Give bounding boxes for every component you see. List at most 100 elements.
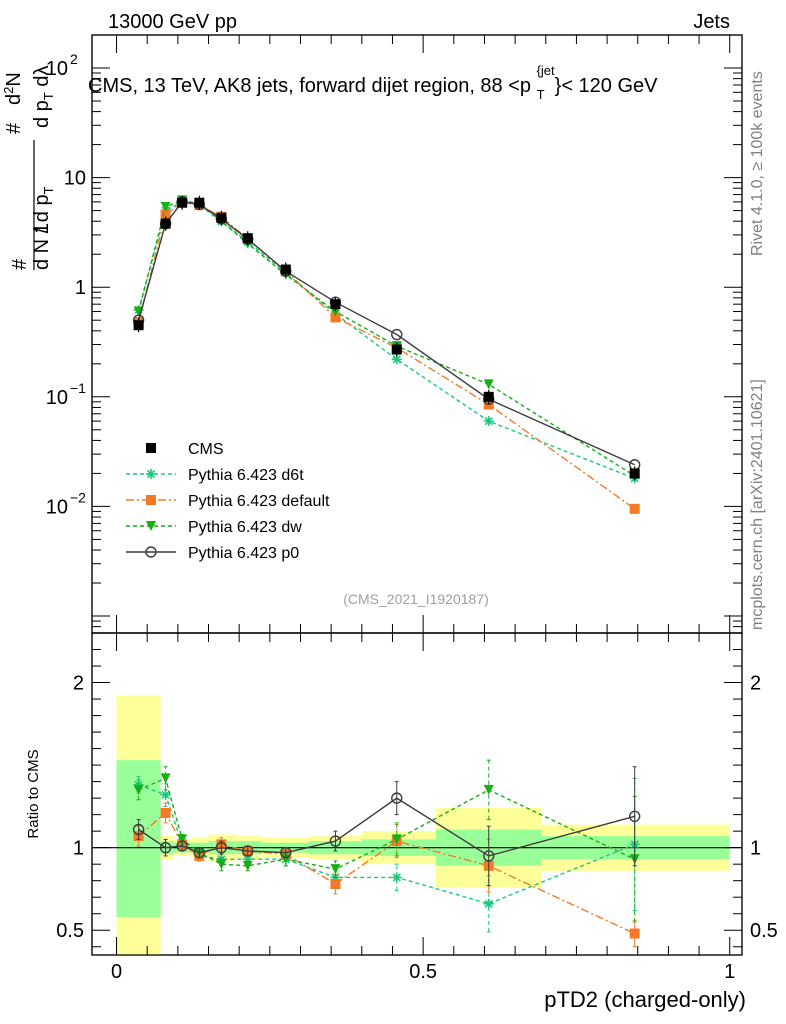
ratio-point-p0 xyxy=(628,810,641,822)
point-p0 xyxy=(391,328,403,341)
legend-marker-dw xyxy=(146,521,156,531)
ratio-ytick-label: 1 xyxy=(73,838,84,860)
ratio-point-d6t xyxy=(160,789,171,800)
ratio-point-dw xyxy=(483,784,494,795)
main-ylabel-d2n: d2N xyxy=(1,72,25,105)
ratio-xtick-label: 0 xyxy=(111,961,122,983)
ratio-point-default xyxy=(330,878,341,889)
legend-label-dw: Pythia 6.423 dw xyxy=(188,519,302,536)
point-default xyxy=(330,312,341,323)
series-data xyxy=(133,195,640,481)
ratio-point-d6t xyxy=(242,854,253,865)
point-default xyxy=(160,209,171,220)
legend-entry-d6t: Pythia 6.423 d6t xyxy=(126,467,304,484)
ratio-point-d6t xyxy=(483,898,494,909)
ratio-ylabel: Ratio to CMS xyxy=(25,749,42,838)
ratio-point-p0 xyxy=(483,850,495,862)
main-title-text: CMS, 13 TeV, AK8 jets, forward dijet reg… xyxy=(88,75,531,97)
point-data xyxy=(216,212,227,223)
ratio-point-p0 xyxy=(132,823,145,836)
point-dw xyxy=(483,379,494,390)
legend-marker-d6t xyxy=(146,469,156,479)
ratio-point-p0 xyxy=(176,840,188,852)
main-ytick-label: 10 xyxy=(46,387,68,409)
point-data xyxy=(194,197,205,208)
ratio-xtick-label: 0.5 xyxy=(409,961,437,983)
ratio-point-p0 xyxy=(280,846,292,859)
ratio-point-p0 xyxy=(329,835,342,847)
series-line-d6t xyxy=(137,201,635,480)
point-default xyxy=(629,503,640,514)
ratio-point-dw xyxy=(391,834,402,845)
point-data xyxy=(242,233,253,244)
ratio-series-p0 xyxy=(132,766,641,887)
main-ylabel-hash-2: # xyxy=(3,122,25,134)
ratio-series xyxy=(132,759,641,948)
series-line-default xyxy=(137,201,636,510)
main-ytick-exponent: 2 xyxy=(70,51,78,67)
point-data xyxy=(391,344,402,355)
ratio-line-dw xyxy=(138,777,635,870)
ratio-point-dw xyxy=(160,773,171,784)
x-axis-label: pTD2 (charged-only) xyxy=(544,987,746,1012)
main-ytick-exponent: −2 xyxy=(70,489,86,505)
legend: CMS Pythia 6.423 d6t Pythia 6.423 default P… xyxy=(126,441,330,562)
legend-marker-p0 xyxy=(145,546,157,558)
main-ytick-label: 10 xyxy=(64,168,86,190)
point-data xyxy=(483,391,494,402)
main-ylabel: # 1 d N / d pT # d pT dλ d2N xyxy=(1,66,56,270)
energy-label: 13000 GeV pp xyxy=(108,11,237,33)
ratio-point-dw xyxy=(216,859,227,870)
main-ylabel-dndpt: d N / d pT xyxy=(31,186,56,270)
ratio-point-dw xyxy=(177,834,188,845)
series-line-dw xyxy=(137,199,636,477)
mcplots-url-label: mcplots.cern.ch [arXiv:2401.10621] xyxy=(749,379,766,630)
ratio-panel-frame xyxy=(91,632,743,956)
ratio-ytick-label-right: 1 xyxy=(750,838,761,860)
main-panel-frame xyxy=(91,34,743,634)
point-data xyxy=(177,197,188,208)
main-ytick-label: 1 xyxy=(75,277,86,299)
ratio-ytick-label: 0.5 xyxy=(56,920,84,942)
legend-label-data: CMS xyxy=(188,441,224,458)
legend-marker-data xyxy=(146,443,156,453)
point-d6t xyxy=(483,416,494,427)
ratio-point-dw xyxy=(133,784,144,795)
legend-entry-p0: Pythia 6.423 p0 xyxy=(126,545,299,562)
legend-entry-dw: Pythia 6.423 dw xyxy=(126,519,302,536)
ratio-xtick-label: 1 xyxy=(724,961,735,983)
ratio-point-dw xyxy=(242,860,253,871)
ratio-point-p0 xyxy=(242,845,254,857)
point-data xyxy=(280,264,291,275)
point-dw xyxy=(160,201,171,212)
series-line-p0 xyxy=(137,201,635,466)
main-series xyxy=(132,195,641,514)
ratio-line-default xyxy=(138,811,635,935)
main-ytick-label: 10 xyxy=(46,496,68,518)
ratio-point-p0 xyxy=(193,846,206,859)
legend-label-p0: Pythia 6.423 p0 xyxy=(188,545,299,562)
point-data xyxy=(629,468,640,479)
legend-label-d6t: Pythia 6.423 d6t xyxy=(188,467,304,484)
legend-entry-default: Pythia 6.423 default xyxy=(126,493,330,510)
ratio-point-default xyxy=(160,807,171,818)
series-dw xyxy=(133,195,640,481)
ratio-point-p0 xyxy=(159,841,172,854)
series-p0 xyxy=(132,196,641,471)
main-ytick-exponent: −1 xyxy=(70,380,86,396)
main-ylabel-numerator: d pT dλ xyxy=(31,66,56,128)
ratio-ytick-label-right: 0.5 xyxy=(750,920,778,942)
point-data xyxy=(330,299,341,310)
ratio-point-default xyxy=(629,928,640,939)
ratio-point-p0 xyxy=(391,792,403,804)
main-ylabel-one: 1 xyxy=(31,223,53,234)
rivet-version-label: Rivet 4.1.0, ≥ 100k events xyxy=(749,71,766,256)
point-data xyxy=(133,320,144,331)
ratio-point-p0 xyxy=(215,841,228,854)
category-label: Jets xyxy=(693,11,730,33)
ratio-point-dw xyxy=(330,864,341,875)
ratio-ytick-label-right: 2 xyxy=(750,673,761,695)
ratio-ytick-label: 2 xyxy=(73,673,84,695)
